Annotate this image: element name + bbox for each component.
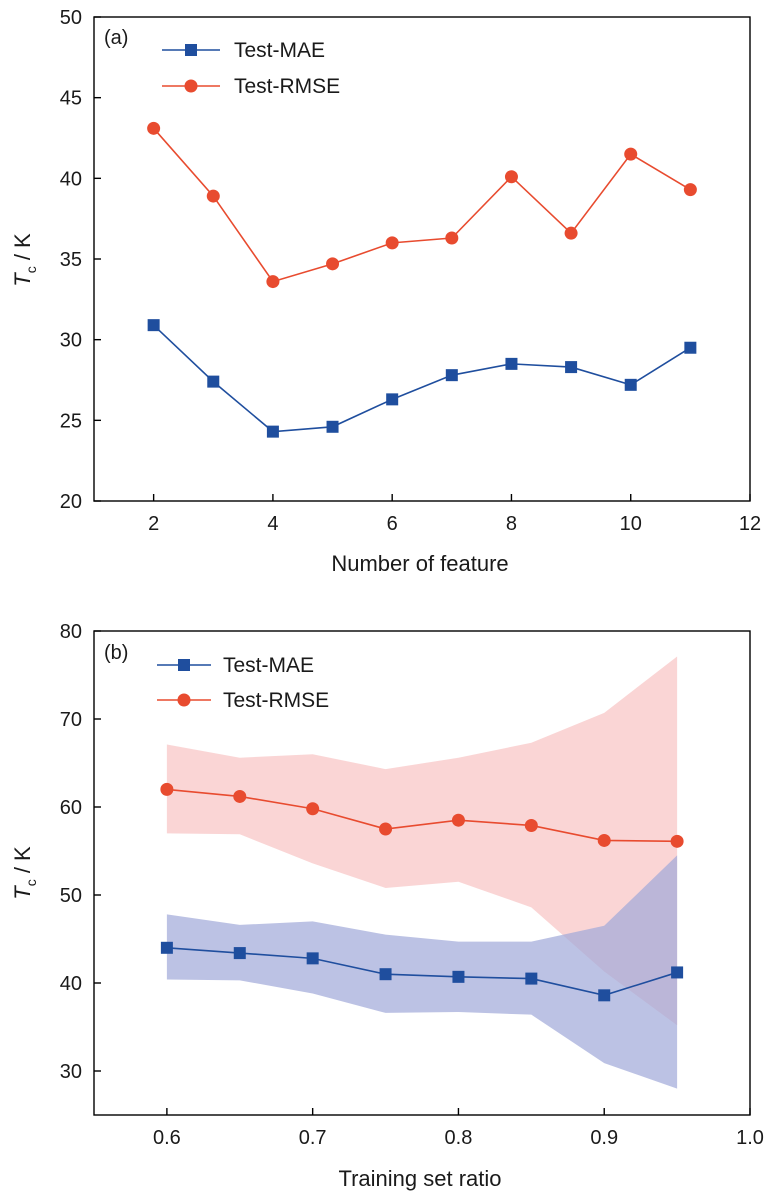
panel-a-tag: (a): [104, 27, 128, 49]
panel-a-series: [147, 121, 697, 438]
panel-b-point-rmse: [379, 822, 393, 836]
panel-a-point-rmse: [326, 257, 340, 271]
panel-b-xlabel: Training set ratio: [338, 1166, 501, 1191]
panel-a-point-rmse: [266, 275, 280, 289]
panel-b-point-rmse: [160, 782, 174, 796]
panel-b-point-mae: [452, 970, 465, 983]
panel-a-ylabel-main: T: [10, 272, 35, 287]
panel-b-xtick-label: 0.8: [445, 1127, 473, 1149]
legend-b-mae-marker: [178, 659, 190, 671]
panel-b-point-mae: [525, 972, 538, 985]
panel-b-ylabel-main: T: [10, 885, 35, 900]
panel-b-series: [160, 782, 684, 1002]
panel-b-ytick-label: 70: [60, 709, 82, 731]
panel-b-xtick-label: 0.9: [590, 1127, 618, 1149]
panel-a-xtick-label: 2: [148, 513, 159, 535]
panel-b-ylabel: Tc / K: [10, 846, 39, 900]
legend-a-mae-label: Test-MAE: [234, 39, 325, 62]
panel-b-point-mae: [379, 968, 392, 981]
panel-a-ytick-label: 25: [60, 410, 82, 432]
panel-a-chart: 2 4 6 8 10 12 20 25 30 35 40 45 50 (a) Test-MAE Test…: [10, 7, 761, 576]
panel-b-point-mae: [160, 941, 173, 954]
panel-b-ytick-label: 50: [60, 885, 82, 907]
panel-b-ylabel-sub: c: [23, 879, 39, 886]
panel-b-bands: [166, 656, 678, 1089]
panel-b-ytick-label: 30: [60, 1061, 82, 1083]
panel-a-axes: 2 4 6 8 10 12 20 25 30 35 40 45 50: [60, 7, 761, 535]
legend-a-mae-marker: [185, 44, 197, 56]
panel-b-point-rmse: [233, 789, 247, 803]
panel-a-xtick-label: 4: [267, 513, 278, 535]
panel-a-line-rmse: [153, 127, 691, 283]
legend-b-mae-label: Test-MAE: [223, 654, 314, 677]
panel-a-point-rmse: [624, 147, 638, 161]
panel-b-point-mae: [598, 989, 611, 1002]
panel-a-xtick-label: 12: [739, 513, 761, 535]
panel-a-point-mae: [445, 369, 458, 382]
panel-a-point-mae: [565, 361, 578, 374]
panel-a-point-rmse: [385, 236, 399, 250]
panel-a-point-mae: [147, 319, 160, 332]
panel-b-band-rmse: [166, 656, 678, 1026]
panel-b-point-mae: [306, 952, 319, 965]
panel-b-ytick-label: 40: [60, 973, 82, 995]
panel-b-point-rmse: [597, 833, 611, 847]
panel-b-xtick-label: 0.7: [299, 1127, 327, 1149]
panel-a-ylabel-sub: c: [23, 266, 39, 273]
panel-a-point-rmse: [504, 170, 518, 184]
panel-a-point-mae: [326, 420, 339, 433]
panel-b-point-mae: [671, 966, 684, 979]
legend-b-rmse-marker: [177, 693, 191, 707]
legend-a-rmse-marker: [184, 79, 198, 93]
panel-b-plot-frame: [93, 630, 751, 1116]
panel-a-point-rmse: [206, 189, 220, 203]
panel-b-ytick-label: 80: [60, 621, 82, 643]
panel-a-ylabel: Tc / K: [10, 233, 39, 287]
panel-a-ytick-label: 20: [60, 491, 82, 513]
panel-a-xtick-label: 8: [506, 513, 517, 535]
panel-a-ytick-label: 40: [60, 168, 82, 190]
panel-a-point-mae: [266, 425, 279, 438]
panel-b-point-rmse: [306, 802, 320, 816]
panel-a-ytick-label: 50: [60, 7, 82, 29]
legend-b-rmse-label: Test-RMSE: [223, 689, 329, 712]
panel-a-point-rmse: [147, 121, 161, 135]
panel-a-ytick-label: 35: [60, 249, 82, 271]
panel-b-point-rmse: [451, 813, 465, 827]
panel-a-line-mae: [153, 324, 691, 433]
panel-b-chart: 0.6 0.7 0.8 0.9 1.0 30 40 50 60 70 80 (b) Test-MAE…: [10, 621, 764, 1191]
panel-a-xtick-label: 6: [387, 513, 398, 535]
panel-b-line-rmse: [166, 788, 678, 843]
panel-b-line-mae: [166, 947, 678, 997]
panel-a-point-rmse: [445, 231, 459, 245]
panel-a-point-rmse: [683, 183, 697, 197]
panel-a-point-mae: [624, 378, 637, 391]
panel-b-band-mae: [166, 855, 678, 1089]
panel-a-ylabel-tail: / K: [10, 233, 35, 266]
panel-b-xtick-label: 1.0: [736, 1127, 764, 1149]
panel-a-legend: Test-MAE Test-RMSE: [162, 39, 340, 98]
panel-a-xtick-label: 10: [620, 513, 642, 535]
panel-b-axes: 0.6 0.7 0.8 0.9 1.0 30 40 50 60 70 80: [60, 621, 764, 1149]
panel-b-point-mae: [233, 947, 246, 960]
panel-a-ytick-label: 30: [60, 330, 82, 352]
panel-b-ytick-label: 60: [60, 797, 82, 819]
panel-b-legend: Test-MAE Test-RMSE: [157, 654, 329, 712]
panel-b-point-rmse: [524, 818, 538, 832]
panel-a-point-rmse: [564, 226, 578, 240]
panel-b-point-rmse: [670, 834, 684, 848]
panel-b-xtick-label: 0.6: [153, 1127, 181, 1149]
panel-a-point-mae: [386, 393, 399, 406]
panel-a-xlabel: Number of feature: [331, 551, 508, 576]
panel-a-ytick-label: 45: [60, 88, 82, 110]
legend-a-rmse-label: Test-RMSE: [234, 75, 340, 98]
panel-b-tag: (b): [104, 642, 128, 664]
panel-a-point-mae: [684, 341, 697, 354]
panel-a-point-mae: [505, 357, 518, 370]
panel-a-point-mae: [207, 375, 220, 388]
panel-b-ylabel-tail: / K: [10, 846, 35, 879]
